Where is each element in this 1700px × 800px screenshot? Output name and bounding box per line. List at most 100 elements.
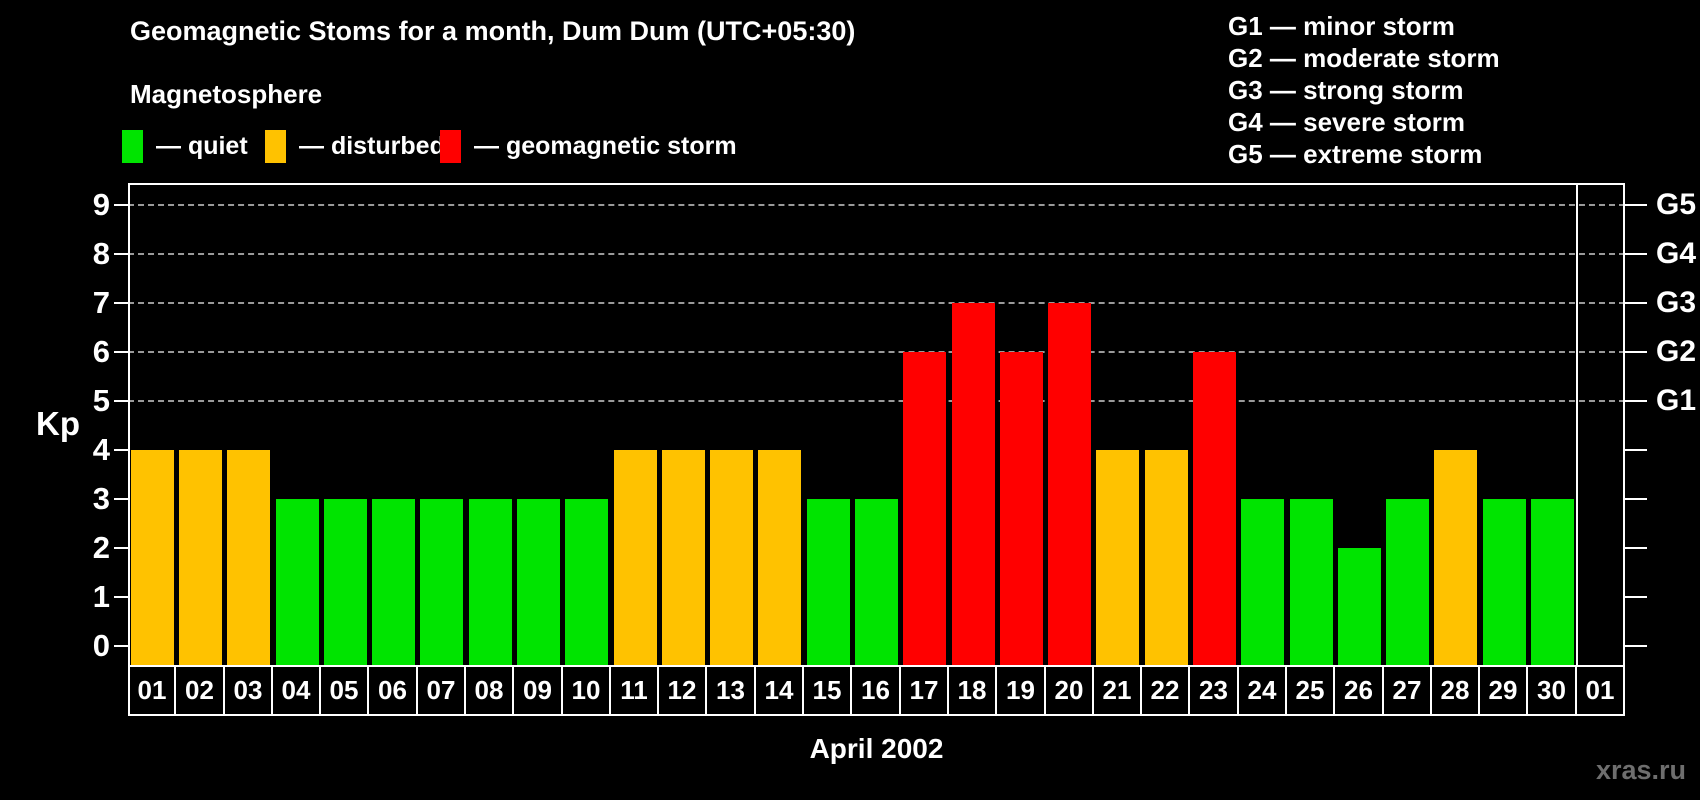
legend-swatch-storm <box>440 130 461 163</box>
y-tick-label-7: 7 <box>92 285 110 320</box>
bar-day-09 <box>516 499 560 667</box>
legend-label-quiet: — quiet <box>156 132 248 160</box>
bar-day-13 <box>710 450 754 667</box>
day-label-cell-01: 01 <box>128 665 176 716</box>
plot-area <box>128 183 1625 667</box>
bar-day-02 <box>178 450 222 667</box>
bar-day-18 <box>951 303 995 667</box>
day-label-cell-29: 29 <box>1478 665 1528 716</box>
y-tick-mark-left-8 <box>114 253 128 255</box>
y-tick-mark-right-5 <box>1625 400 1647 402</box>
g-scale-line-g3: G3 — strong storm <box>1228 75 1464 105</box>
legend-label-disturbed: — disturbed <box>299 132 445 160</box>
bar-day-14 <box>758 450 802 667</box>
y-tick-mark-left-2 <box>114 547 128 549</box>
day-label-cell-05: 05 <box>319 665 369 716</box>
y-tick-mark-left-1 <box>114 596 128 598</box>
gridline-kp-5 <box>128 400 1625 402</box>
y-tick-mark-right-3 <box>1625 498 1647 500</box>
y-tick-mark-left-7 <box>114 302 128 304</box>
bar-day-06 <box>372 499 416 667</box>
y-tick-mark-right-6 <box>1625 351 1647 353</box>
y-tick-label-0: 0 <box>92 628 110 663</box>
kp-axis-label: Kp <box>36 405 80 442</box>
day-label-cell-24: 24 <box>1237 665 1287 716</box>
day-label-cell-15: 15 <box>802 665 852 716</box>
bar-day-10 <box>565 499 609 667</box>
bar-day-21 <box>1096 450 1140 667</box>
day-label-cell-23: 23 <box>1188 665 1239 716</box>
day-label-cell-03: 03 <box>223 665 273 716</box>
y-tick-label-3: 3 <box>92 481 110 516</box>
legend-item-disturbed: — disturbed <box>265 130 445 163</box>
gridline-kp-8 <box>128 253 1625 255</box>
day-label-cell-18: 18 <box>947 665 997 716</box>
bar-day-25 <box>1289 499 1333 667</box>
day-label-cell-13: 13 <box>705 665 756 716</box>
bar-day-17 <box>903 352 947 667</box>
y-tick-mark-right-0 <box>1625 645 1647 647</box>
gridline-kp-6 <box>128 351 1625 353</box>
y-tick-mark-left-6 <box>114 351 128 353</box>
y-tick-label-5: 5 <box>92 383 110 418</box>
y-tick-mark-left-4 <box>114 449 128 451</box>
bar-day-04 <box>275 499 319 667</box>
day-label-cell-30: 30 <box>1526 665 1577 716</box>
day-label-cell-10: 10 <box>561 665 611 716</box>
y-tick-label-8: 8 <box>92 236 110 271</box>
bar-day-26 <box>1337 548 1381 667</box>
g-scale-line-g1: G1 — minor storm <box>1228 11 1455 41</box>
y-tick-mark-right-9 <box>1625 204 1647 206</box>
day-label-cell-09: 09 <box>512 665 563 716</box>
magnetosphere-label: Magnetosphere <box>130 79 323 109</box>
day-label-cell-08: 08 <box>464 665 514 716</box>
day-label-cell-12: 12 <box>657 665 707 716</box>
g-scale-line-g2: G2 — moderate storm <box>1228 43 1500 73</box>
y-tick-mark-left-3 <box>114 498 128 500</box>
day-label-cell-26: 26 <box>1333 665 1384 716</box>
bar-day-05 <box>323 499 367 667</box>
y-tick-mark-right-8 <box>1625 253 1647 255</box>
legend-item-storm: — geomagnetic storm <box>440 130 737 163</box>
gridline-kp-7 <box>128 302 1625 304</box>
legend-label-storm: — geomagnetic storm <box>474 132 737 160</box>
day-label-cell-02: 02 <box>174 665 225 716</box>
y-tick-mark-right-1 <box>1625 596 1647 598</box>
bar-day-24 <box>1241 499 1285 667</box>
y-tick-label-2: 2 <box>92 530 110 565</box>
bar-day-16 <box>855 499 898 667</box>
bar-day-29 <box>1482 499 1526 667</box>
g-axis-label-g2: G2 <box>1656 335 1697 368</box>
bar-day-28 <box>1434 450 1478 667</box>
g-axis-label-g1: G1 <box>1656 384 1697 417</box>
chart-title: Geomagnetic Stoms for a month, Dum Dum (… <box>130 16 856 46</box>
y-tick-label-4: 4 <box>92 432 110 467</box>
bar-day-01 <box>130 450 174 667</box>
day-label-cell-20: 20 <box>1044 665 1094 716</box>
bar-day-19 <box>999 352 1043 667</box>
bar-day-03 <box>227 450 271 667</box>
legend-swatch-quiet <box>122 130 143 163</box>
y-tick-mark-right-4 <box>1625 449 1647 451</box>
y-tick-mark-left-0 <box>114 645 128 647</box>
y-tick-label-6: 6 <box>92 334 110 369</box>
g-axis-label-g3: G3 <box>1656 286 1697 319</box>
day-label-cell-27: 27 <box>1382 665 1432 716</box>
bar-day-11 <box>613 450 657 667</box>
day-label-cell-17: 17 <box>899 665 949 716</box>
legend-item-quiet: — quiet <box>122 130 248 163</box>
watermark: xras.ru <box>1595 755 1686 785</box>
y-tick-label-9: 9 <box>92 187 110 222</box>
bar-day-08 <box>468 499 512 667</box>
day-label-cell-21: 21 <box>1092 665 1142 716</box>
g-scale-legend: G1 — minor storm G2 — moderate storm G3 … <box>1228 10 1500 170</box>
day-label-cell-25: 25 <box>1285 665 1335 716</box>
day-label-cell-06: 06 <box>367 665 418 716</box>
day-label-cell-14: 14 <box>754 665 804 716</box>
bar-day-20 <box>1048 303 1092 667</box>
y-tick-label-1: 1 <box>92 579 110 614</box>
day-label-cell-28: 28 <box>1430 665 1480 716</box>
bar-day-23 <box>1193 352 1237 667</box>
g-axis-label-g5: G5 <box>1656 188 1697 221</box>
